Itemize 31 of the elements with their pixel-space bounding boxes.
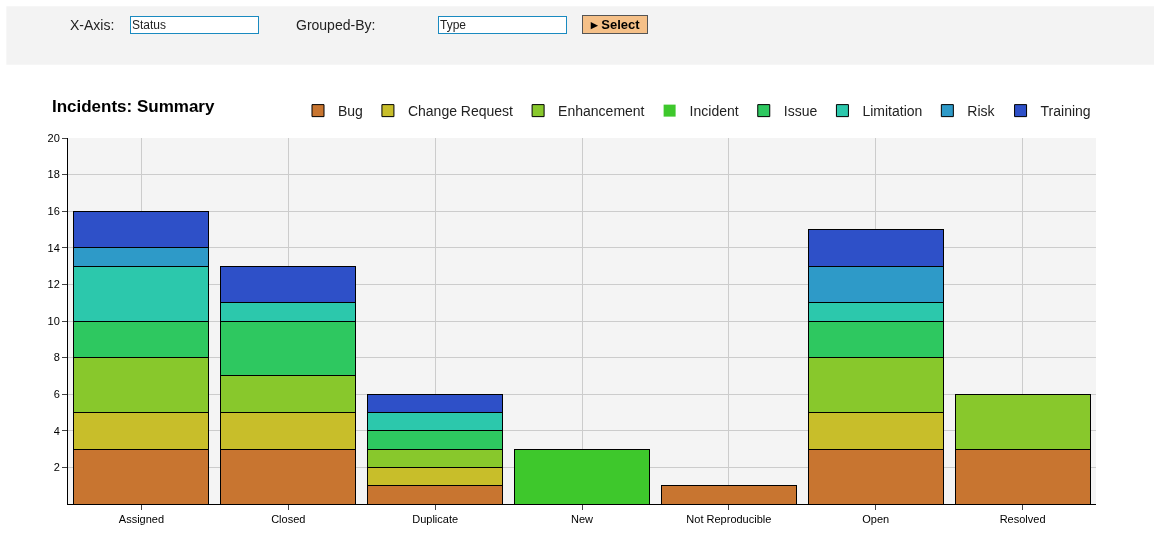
text: Grouped-By:	[296, 17, 376, 33]
x-tick-label: Closed	[271, 513, 306, 526]
legend-label: Risk	[967, 103, 996, 120]
y-tick-label: 18	[47, 168, 60, 181]
x-tick-label: Assigned	[118, 513, 165, 526]
y-tick-label: 4	[53, 424, 60, 437]
y-tick-label: 2	[53, 461, 60, 474]
x-tick-label: Duplicate	[412, 513, 459, 526]
text: X-Axis:	[70, 17, 115, 33]
legend-label: Change Request	[407, 103, 514, 120]
x-tick-label: Resolved	[999, 513, 1046, 526]
chart-title: Incidents: Summary	[51, 96, 215, 116]
y-tick-label: 6	[53, 388, 60, 401]
x-tick-label: Open	[862, 513, 890, 526]
x-tick-label: Not Reproducible	[686, 513, 772, 526]
legend-label: Limitation	[862, 103, 923, 120]
legend-label: Incident	[689, 103, 739, 120]
y-tick-label: 20	[47, 131, 60, 144]
legend-label: Training	[1040, 103, 1091, 120]
legend-label: Bug	[338, 103, 363, 120]
text: ▸ Select	[589, 17, 641, 32]
x-tick-label: New	[570, 513, 594, 526]
y-tick-label: 10	[47, 314, 60, 327]
y-tick-label: 12	[47, 278, 60, 291]
text: Type	[440, 18, 467, 32]
y-tick-label: 8	[53, 351, 60, 364]
y-tick-label: 16	[47, 205, 60, 218]
text: Status	[132, 18, 167, 32]
y-tick-label: 14	[47, 241, 60, 254]
legend-label: Issue	[783, 103, 818, 120]
legend-label: Enhancement	[558, 103, 645, 120]
